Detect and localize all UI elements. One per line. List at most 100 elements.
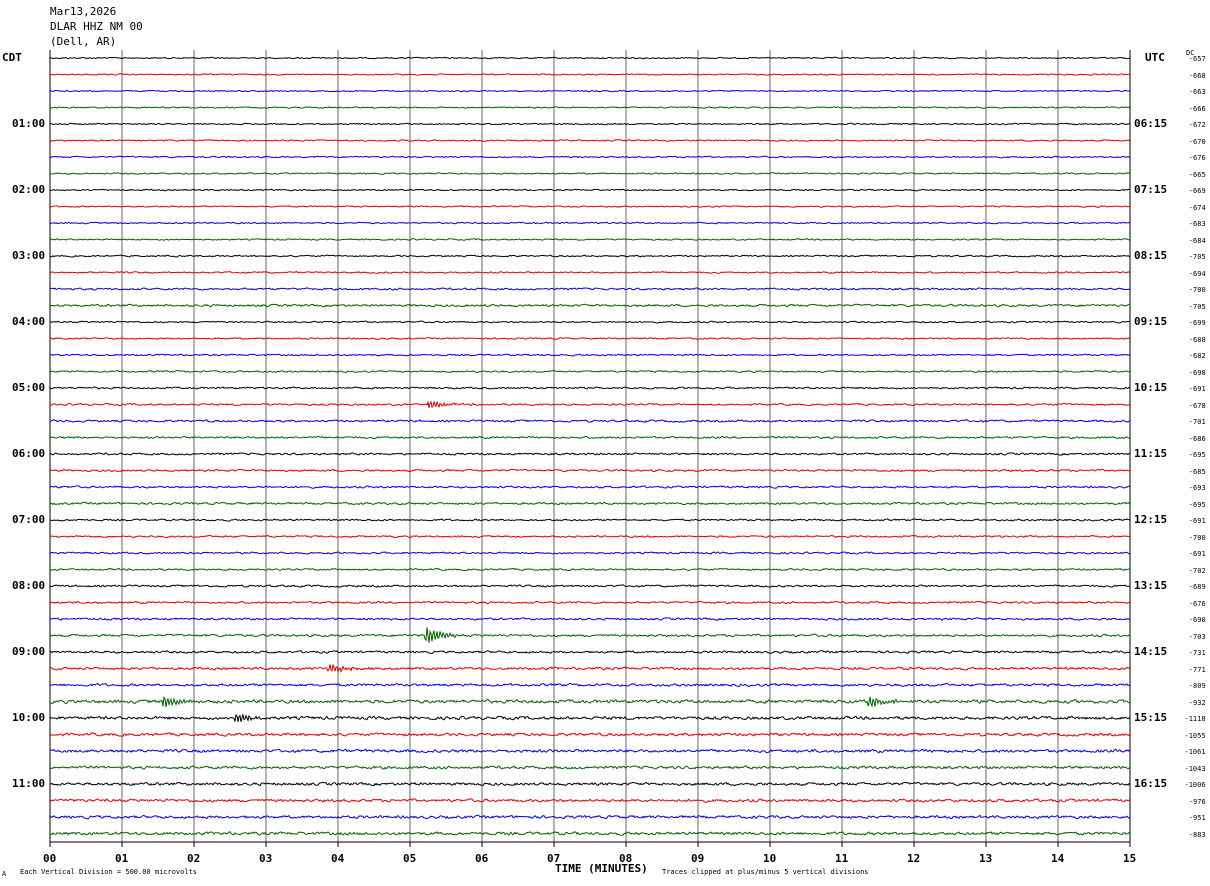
dc-offset-value: -932 [1188,698,1206,707]
right-timezone-label: UTC [1145,51,1165,64]
dc-offset-value: -684 [1188,236,1206,245]
dc-offset-value: -676 [1188,154,1206,162]
corner-mark: A [2,870,7,878]
trace-row-39 [49,695,1131,708]
dc-offset-value: -700 [1188,533,1206,542]
trace-row-6 [49,155,1131,159]
x-tick-label-02: 02 [187,852,201,865]
right-time-label: 12:15 [1134,513,1168,526]
dc-offset-value: -1055 [1184,731,1206,740]
trace-row-29 [49,534,1131,539]
x-tick-label-13: 13 [979,852,993,865]
right-time-label: 08:15 [1134,249,1168,262]
trace-row-22 [49,419,1131,423]
dc-offset-value: -883 [1188,830,1206,839]
trace-row-12 [49,254,1131,258]
trace-row-40 [49,713,1131,722]
dc-offset-value: -690 [1188,616,1206,624]
trace-row-30 [49,551,1131,555]
clip-note: Traces clipped at plus/minus 5 vertical … [662,868,869,876]
left-time-label: 03:00 [12,249,46,262]
left-time-label: 02:00 [12,183,46,196]
trace-row-36 [49,650,1131,654]
dc-offset-value: -689 [1188,583,1206,591]
dc-offset-value: -683 [1188,220,1206,228]
dc-offset-value: -951 [1188,814,1206,822]
dc-offset-value: -665 [1188,170,1206,179]
x-tick-label-04: 04 [331,852,345,865]
left-time-label: 10:00 [12,711,46,724]
left-time-label: 09:00 [12,645,46,658]
trace-row-38 [49,682,1131,687]
trace-row-35 [49,627,1131,643]
dc-offset-value: -701 [1188,418,1206,426]
left-time-label: 11:00 [12,777,46,790]
dc-offset-value: -695 [1188,500,1206,509]
x-tick-label-06: 06 [475,852,489,865]
right-time-label: 09:15 [1134,315,1168,328]
right-time-label: 15:15 [1134,711,1168,724]
trace-row-33 [49,600,1131,605]
trace-row-20 [49,386,1131,390]
left-time-label: 07:00 [12,513,46,526]
trace-row-24 [49,452,1131,456]
x-tick-label-14: 14 [1051,852,1065,865]
dc-offset-value: -702 [1188,566,1206,575]
dc-offset-value: -1006 [1184,781,1206,789]
header-station: DLAR HHZ NM 00 [50,20,143,33]
dc-offset-value: -691 [1188,385,1206,393]
left-timezone-label: CDT [2,51,22,64]
trace-row-32 [49,584,1131,588]
trace-row-25 [49,468,1131,473]
x-tick-label-12: 12 [907,852,921,865]
trace-row-8 [49,188,1131,192]
trace-row-3 [49,106,1131,109]
dc-offset-value: -809 [1188,682,1206,690]
dc-offset-value: -1118 [1184,715,1206,723]
dc-offset-value: -705 [1188,253,1206,261]
dc-offset-value: -1061 [1184,748,1206,756]
x-tick-label-08: 08 [619,852,633,865]
trace-row-47 [49,831,1131,836]
trace-row-34 [49,617,1131,621]
trace-row-46 [49,814,1131,820]
trace-row-37 [49,664,1131,674]
x-tick-label-01: 01 [115,852,129,865]
dc-offset-value: -976 [1188,797,1206,806]
x-tick-label-09: 09 [691,852,705,865]
x-axis-title: TIME (MINUTES) [555,862,648,875]
trace-row-15 [49,303,1131,308]
dc-offset-value: -663 [1188,88,1206,96]
trace-row-16 [49,320,1131,324]
dc-offset-value: -691 [1188,550,1206,558]
right-time-label: 07:15 [1134,183,1168,196]
dc-offset-value: -669 [1188,187,1206,195]
dc-offset-value: -688 [1188,335,1206,344]
right-time-label: 10:15 [1134,381,1168,394]
dc-offset-value: -693 [1188,484,1206,492]
dc-offset-value: -666 [1188,104,1206,113]
trace-row-13 [49,271,1131,274]
trace-row-28 [49,518,1131,522]
right-time-label: 11:15 [1134,447,1168,460]
dc-offset-header: DC [1186,49,1195,57]
x-tick-label-11: 11 [835,852,849,865]
dc-offset-value: -698 [1188,368,1206,377]
trace-row-14 [50,287,1131,291]
trace-row-7 [49,172,1131,175]
dc-offset-value: -694 [1188,269,1206,278]
trace-row-17 [49,336,1131,340]
dc-offset-value: -676 [1188,599,1206,608]
trace-row-4 [49,122,1131,126]
vertical-division-note: Each Vertical Division = 500.00 microvol… [20,868,198,876]
dc-offset-value: -1043 [1184,764,1206,773]
trace-row-0 [49,56,1131,60]
left-time-label: 08:00 [12,579,46,592]
header-date: Mar13,2026 [50,5,117,18]
dc-offset-value: -705 [1188,302,1206,311]
dc-offset-value: -670 [1188,137,1206,146]
left-time-label: 04:00 [12,315,46,328]
trace-row-2 [49,89,1131,93]
right-time-label: 06:15 [1134,117,1168,130]
dc-offset-value: -685 [1188,467,1206,476]
